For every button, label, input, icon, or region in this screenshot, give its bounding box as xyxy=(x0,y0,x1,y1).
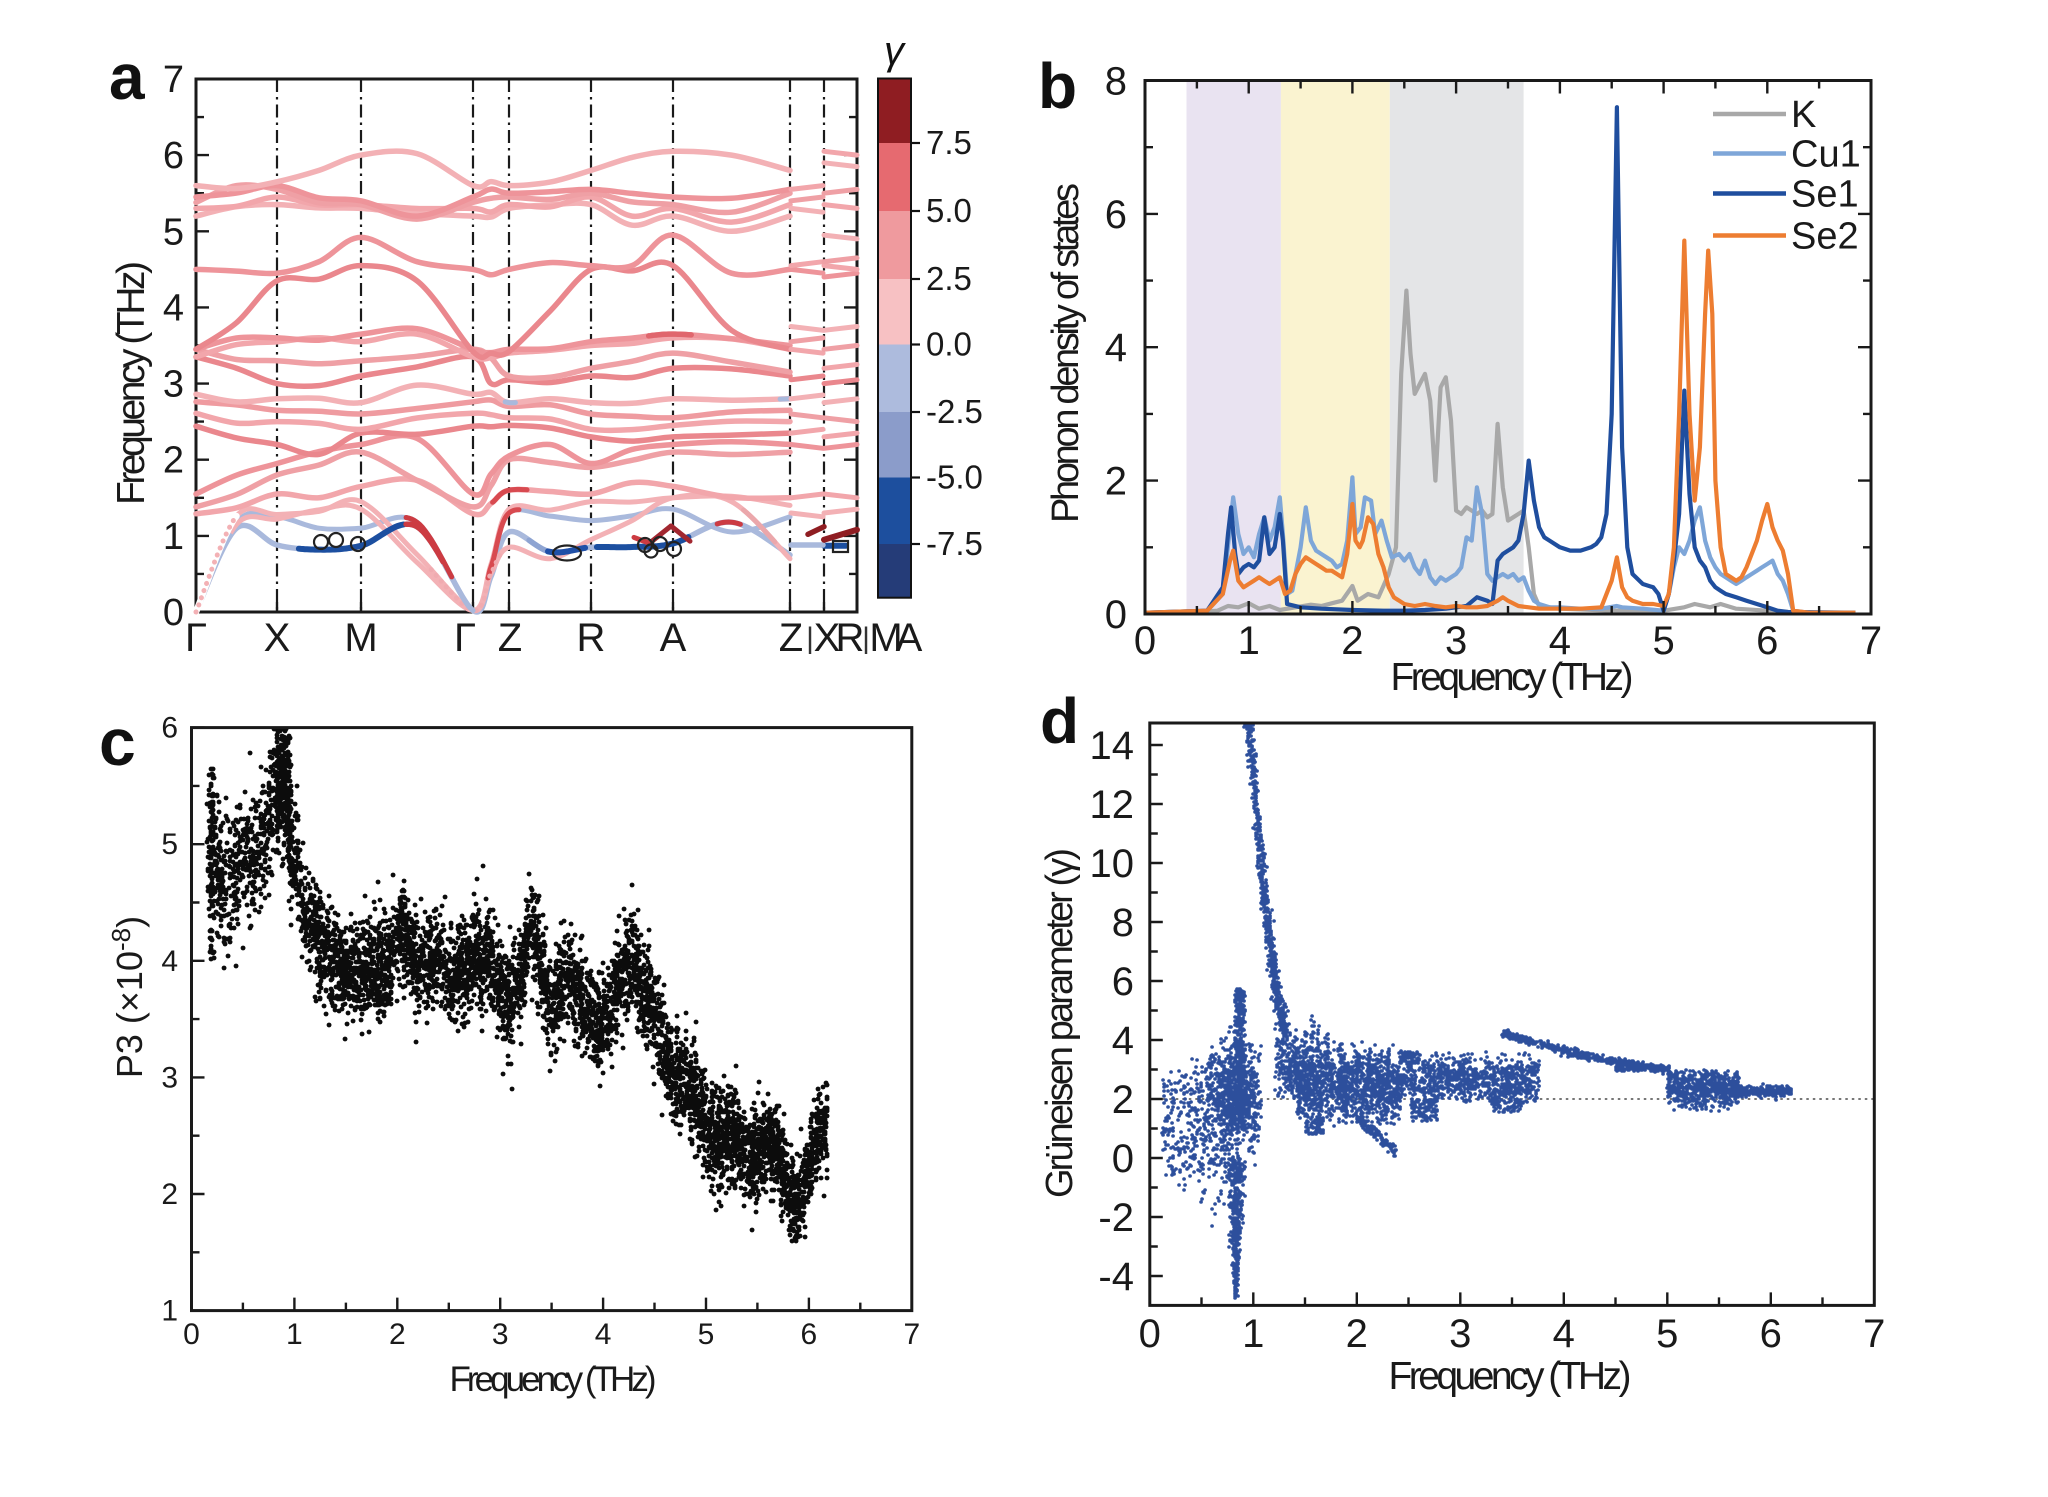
svg-text:7: 7 xyxy=(903,1318,920,1351)
svg-text:10: 10 xyxy=(1090,842,1135,886)
svg-text:γ: γ xyxy=(884,29,906,73)
svg-text:P3 (×10-8): P3 (×10-8) xyxy=(106,916,150,1078)
svg-text:7.5: 7.5 xyxy=(926,124,972,161)
svg-text:4: 4 xyxy=(161,945,178,978)
svg-text:7: 7 xyxy=(163,59,184,101)
svg-text:4: 4 xyxy=(1112,1019,1134,1063)
svg-text:2.5: 2.5 xyxy=(926,260,972,297)
svg-text:M: M xyxy=(344,616,377,660)
svg-text:4: 4 xyxy=(1549,619,1571,663)
svg-text:2: 2 xyxy=(1346,1312,1368,1356)
svg-text:-7.5: -7.5 xyxy=(926,525,983,562)
svg-text:2: 2 xyxy=(163,440,184,482)
svg-text:|: | xyxy=(806,622,814,655)
svg-text:6: 6 xyxy=(163,135,184,177)
svg-text:5: 5 xyxy=(163,211,184,253)
svg-text:Γ: Γ xyxy=(185,616,207,660)
svg-text:0: 0 xyxy=(1134,619,1156,663)
svg-text:Frequency (THz): Frequency (THz) xyxy=(1389,1355,1632,1398)
svg-text:-5.0: -5.0 xyxy=(926,459,983,496)
svg-text:6: 6 xyxy=(1105,193,1127,237)
svg-text:4: 4 xyxy=(163,287,184,329)
svg-text:1: 1 xyxy=(1242,1312,1264,1356)
svg-text:3: 3 xyxy=(1445,619,1467,663)
svg-text:M: M xyxy=(869,616,902,660)
svg-text:a: a xyxy=(109,41,145,113)
svg-text:Cu1: Cu1 xyxy=(1791,134,1861,176)
svg-text:Γ: Γ xyxy=(454,616,476,660)
svg-text:Phonon density of states: Phonon density of states xyxy=(1045,183,1087,523)
svg-text:1: 1 xyxy=(286,1318,303,1351)
svg-text:8: 8 xyxy=(1105,60,1127,104)
svg-text:2: 2 xyxy=(1112,1078,1134,1122)
svg-text:Frequency (THz): Frequency (THz) xyxy=(1391,656,1634,699)
svg-text:Z: Z xyxy=(498,616,522,660)
svg-text:4: 4 xyxy=(1105,326,1127,370)
svg-text:0: 0 xyxy=(1139,1312,1161,1356)
svg-text:3: 3 xyxy=(161,1061,178,1094)
svg-text:Z: Z xyxy=(779,616,803,660)
svg-text:12: 12 xyxy=(1090,783,1135,827)
svg-text:Frequency (THz): Frequency (THz) xyxy=(450,1360,657,1399)
svg-text:5: 5 xyxy=(698,1318,715,1351)
svg-text:5.0: 5.0 xyxy=(926,192,972,229)
svg-text:1: 1 xyxy=(163,516,184,558)
svg-text:3: 3 xyxy=(1449,1312,1471,1356)
svg-text:c: c xyxy=(99,705,136,779)
svg-text:0: 0 xyxy=(163,592,184,634)
svg-text:6: 6 xyxy=(1756,619,1778,663)
svg-text:7: 7 xyxy=(1863,1312,1885,1356)
svg-text:6: 6 xyxy=(1112,960,1134,1004)
svg-text:6: 6 xyxy=(1760,1312,1782,1356)
svg-text:1: 1 xyxy=(161,1295,178,1328)
svg-text:3: 3 xyxy=(492,1318,509,1351)
svg-text:4: 4 xyxy=(595,1318,612,1351)
svg-text:|: | xyxy=(862,622,870,655)
svg-text:0: 0 xyxy=(1112,1137,1134,1181)
svg-text:R: R xyxy=(836,616,865,660)
svg-text:A: A xyxy=(896,616,923,660)
svg-text:5: 5 xyxy=(1652,619,1674,663)
svg-text:-2.5: -2.5 xyxy=(926,393,983,430)
svg-text:Frequency (THz): Frequency (THz) xyxy=(110,261,153,505)
svg-text:6: 6 xyxy=(801,1318,818,1351)
svg-text:K: K xyxy=(1791,94,1816,136)
svg-text:2: 2 xyxy=(389,1318,406,1351)
svg-text:7: 7 xyxy=(1860,619,1882,663)
svg-text:A: A xyxy=(660,616,687,660)
svg-text:0.0: 0.0 xyxy=(926,326,972,363)
svg-text:X: X xyxy=(264,616,291,660)
svg-text:1: 1 xyxy=(1238,619,1260,663)
svg-text:b: b xyxy=(1038,50,1077,122)
svg-text:14: 14 xyxy=(1090,724,1135,768)
svg-text:0: 0 xyxy=(1105,593,1127,637)
svg-text:Grüneisen parameter (γ): Grüneisen parameter (γ) xyxy=(1039,848,1081,1198)
svg-text:d: d xyxy=(1040,685,1079,757)
svg-text:2: 2 xyxy=(1341,619,1363,663)
svg-text:R: R xyxy=(577,616,606,660)
svg-text:8: 8 xyxy=(1112,901,1134,945)
svg-text:2: 2 xyxy=(1105,460,1127,504)
svg-text:Se1: Se1 xyxy=(1791,174,1859,216)
svg-text:5: 5 xyxy=(161,828,178,861)
svg-text:3: 3 xyxy=(163,364,184,406)
svg-text:X: X xyxy=(814,616,841,660)
svg-text:4: 4 xyxy=(1553,1312,1575,1356)
svg-text:5: 5 xyxy=(1656,1312,1678,1356)
svg-text:-2: -2 xyxy=(1098,1196,1134,1240)
svg-text:0: 0 xyxy=(183,1318,200,1351)
svg-text:-4: -4 xyxy=(1098,1255,1134,1299)
svg-text:Se2: Se2 xyxy=(1791,216,1859,258)
svg-text:6: 6 xyxy=(161,712,178,745)
svg-text:2: 2 xyxy=(161,1178,178,1211)
